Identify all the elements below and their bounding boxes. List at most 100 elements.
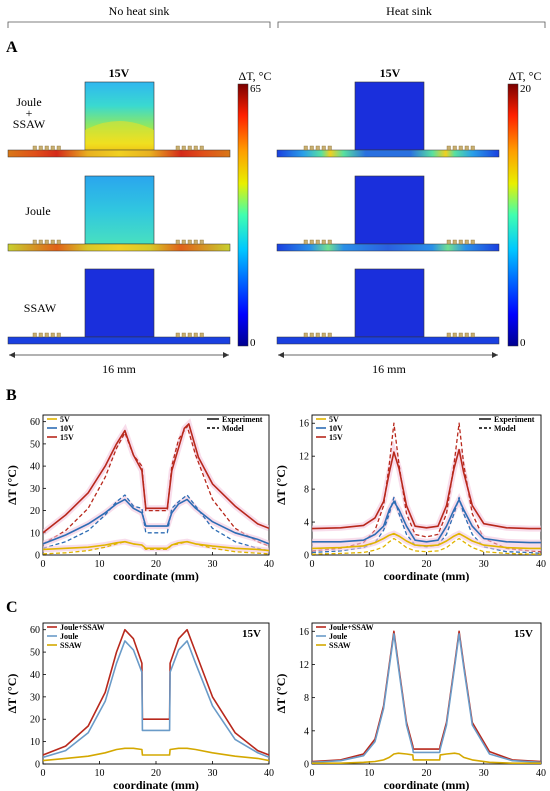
chart-b-left: 0 10 20 30 40 0 10 20 30 40 50 60 coordinate (mm) ΔT … <box>5 414 274 583</box>
row-label-joule-ssaw: Joule + SSAW <box>13 95 46 131</box>
y-tick-label: 10 <box>30 737 40 748</box>
legend-label: 10V <box>329 424 343 433</box>
y-tick-label: 0 <box>304 551 309 562</box>
electrodes-row2-right <box>303 239 475 245</box>
colorbar-left-max: 65 <box>250 83 262 95</box>
series-line-ssaw-solid <box>43 747 269 762</box>
legend-label: SSAW <box>329 641 351 650</box>
scale-bar-right: 16 mm <box>278 352 498 376</box>
electrodes-row1-left <box>32 145 204 151</box>
series-band-15v <box>312 440 541 532</box>
series-line-15v-dashed <box>312 422 541 553</box>
x-tick-label: 40 <box>264 768 274 779</box>
series-line-5v-dashed <box>312 537 541 555</box>
x-tick-label: 20 <box>151 768 161 779</box>
series-line-5v-solid <box>312 532 541 550</box>
y-tick-label: 30 <box>30 692 40 703</box>
y-tick-label: 20 <box>30 715 40 726</box>
series-band-15v <box>43 418 269 536</box>
x-tick-label: 10 <box>95 559 105 570</box>
column-hs-joule-ssaw <box>354 81 425 151</box>
scale-label-left: 16 mm <box>102 362 136 376</box>
y-tick-label: 10 <box>30 528 40 539</box>
colorbar-left-title: ΔT, °C <box>239 69 272 83</box>
series-line-joule-ssaw-solid <box>43 628 269 756</box>
legend-label: 5V <box>329 415 339 424</box>
voltage-annotation: 15V <box>514 628 533 640</box>
y-tick-label: 0 <box>304 760 309 771</box>
y-tick-label: 16 <box>299 419 309 430</box>
series-line-15v-dashed <box>43 425 269 547</box>
series-line-joule-solid <box>312 632 541 764</box>
column-hs-joule <box>354 175 425 245</box>
y-tick-label: 12 <box>299 660 309 671</box>
x-tick-label: 10 <box>364 768 374 779</box>
panel-letter-b: B <box>6 387 17 404</box>
y-tick-label: 4 <box>304 518 309 529</box>
chart-b-right: 0 10 20 30 40 0 4 8 12 16 coordinate (mm) ΔT (°C) 5V… <box>274 414 546 583</box>
legend-label: Joule+SSAW <box>329 623 374 632</box>
section-a-right: 15V 16 mm ΔT, °C 20 0 <box>276 66 541 376</box>
legend-label: 15V <box>329 433 343 442</box>
x-tick-label: 30 <box>479 768 489 779</box>
legend-label: Experiment <box>222 415 263 424</box>
electrodes-row3-right <box>303 332 475 338</box>
series-band-10v <box>312 492 541 546</box>
x-tick-label: 0 <box>310 768 315 779</box>
x-tick-label: 0 <box>310 559 315 570</box>
scale-bar-left: 16 mm <box>9 352 229 376</box>
series-line-10v-solid <box>312 498 541 544</box>
legend-label: Joule <box>60 632 79 641</box>
series-band-5v <box>43 538 269 554</box>
legend-label: 5V <box>60 415 70 424</box>
electrodes-row1-right <box>303 145 475 151</box>
x-tick-label: 40 <box>536 559 546 570</box>
legend-label: Experiment <box>494 415 535 424</box>
x-tick-label: 20 <box>422 559 432 570</box>
x-tick-label: 20 <box>151 559 161 570</box>
y-tick-label: 20 <box>30 506 40 517</box>
series-line-joule-ssaw-solid <box>312 630 541 763</box>
x-tick-label: 30 <box>479 559 489 570</box>
y-tick-label: 60 <box>30 417 40 428</box>
x-tick-label: 0 <box>41 559 46 570</box>
series-line-joule-solid <box>43 640 269 759</box>
x-axis-label: coordinate (mm) <box>384 569 470 583</box>
y-tick-label: 4 <box>304 726 309 737</box>
colorbar-right-max: 20 <box>520 83 532 95</box>
legend-label: Model <box>222 424 245 433</box>
plot-frame <box>311 414 542 556</box>
y-tick-label: 60 <box>30 625 40 636</box>
series-line-5v-dashed <box>43 541 269 555</box>
x-axis-label: coordinate (mm) <box>384 778 470 791</box>
y-tick-label: 30 <box>30 484 40 495</box>
series-line-10v-solid <box>43 498 269 545</box>
electrodes-row3-left <box>32 332 204 338</box>
colorbar-left: ΔT, °C 65 0 <box>237 69 272 349</box>
colorbar-right-min: 0 <box>520 337 526 349</box>
y-tick-label: 40 <box>30 462 40 473</box>
legend-label: 15V <box>60 433 74 442</box>
x-tick-label: 10 <box>95 768 105 779</box>
chart-c-left: 0 10 20 30 40 0 10 20 30 40 50 60 coordinate (mm) ΔT … <box>5 622 274 791</box>
x-tick-label: 30 <box>208 559 218 570</box>
voltage-annotation: 15V <box>242 628 261 640</box>
y-tick-label: 16 <box>299 627 309 638</box>
strip-hs-ssaw <box>276 336 500 345</box>
legend-label: SSAW <box>60 641 82 650</box>
colorbar-right: ΔT, °C 20 0 <box>507 69 541 349</box>
strip-ssaw <box>7 336 231 345</box>
voltage-label-right: 15V <box>380 66 401 80</box>
panel-letter-a: A <box>6 39 18 56</box>
legend-label: 10V <box>60 424 74 433</box>
series-line-5v-solid <box>43 540 269 552</box>
voltage-label-left: 15V <box>109 66 130 80</box>
y-axis-label: ΔT (°C) <box>5 674 19 714</box>
header-heat-sink: Heat sink <box>277 4 546 28</box>
y-tick-label: 50 <box>30 648 40 659</box>
scale-label-right: 16 mm <box>372 362 406 376</box>
section-a-left: 15V Joule + SSAW Joule SSAW <box>7 66 272 376</box>
x-tick-label: 10 <box>364 559 374 570</box>
y-axis-label: ΔT (°C) <box>274 465 288 505</box>
